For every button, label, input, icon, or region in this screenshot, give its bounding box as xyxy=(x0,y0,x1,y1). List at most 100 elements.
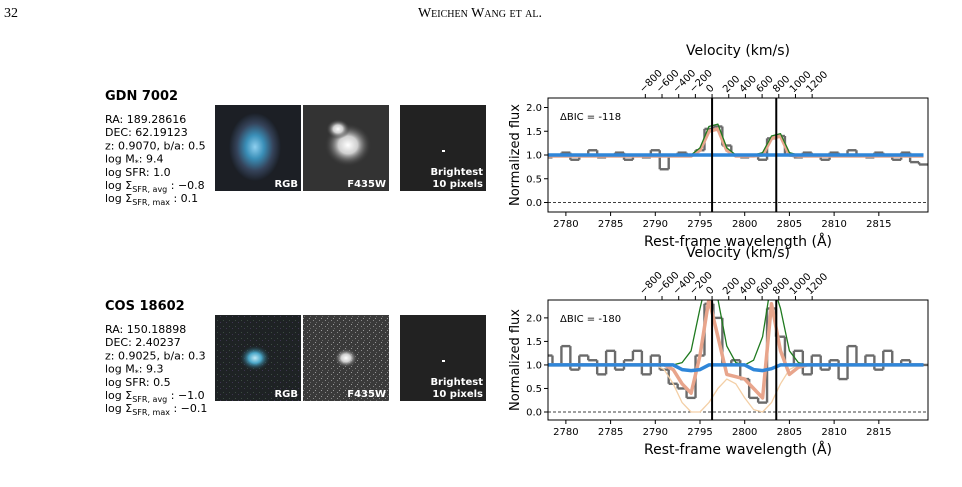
info-text: : −0.1 xyxy=(170,402,207,415)
x2-axis-label: Velocity (km/s) xyxy=(686,43,790,59)
image-label: Brightest xyxy=(430,377,483,388)
bright-pixels xyxy=(442,150,445,152)
info-text: log Σ xyxy=(105,402,132,415)
y-tick-label: 1.0 xyxy=(526,360,542,371)
model-line xyxy=(548,363,924,373)
info-line: log ΣSFR, avg : −0.8 xyxy=(105,179,205,194)
plot-area xyxy=(548,123,928,203)
y-axis-label: Normalized flux xyxy=(508,309,523,411)
x2-tick-label: 400 xyxy=(738,74,759,95)
info-subscript: * xyxy=(135,159,139,168)
model-line xyxy=(548,123,924,156)
info-line: RA: 150.18898 xyxy=(105,323,186,336)
info-line: RA: 189.28616 xyxy=(105,113,186,126)
image-label: Brightest xyxy=(430,167,483,178)
x2-axis-label: Velocity (km/s) xyxy=(686,245,790,261)
x2-tick-label: 200 xyxy=(721,276,742,297)
y-tick-label: 0.5 xyxy=(526,384,542,395)
image-label: F435W xyxy=(347,389,386,400)
x-tick-label: 2790 xyxy=(643,427,668,438)
info-line: log SFR: 1.0 xyxy=(105,166,171,179)
y-tick-label: 2.0 xyxy=(526,313,542,324)
x2-tick-label: 400 xyxy=(738,276,759,297)
x-tick-label: 2815 xyxy=(866,219,891,230)
info-line: log ΣSFR, max : 0.1 xyxy=(105,192,198,207)
plot-area xyxy=(548,300,928,413)
info-text: log Σ xyxy=(105,389,132,402)
x2-tick-label: 800 xyxy=(771,74,792,95)
info-subscript: SFR, max xyxy=(132,408,170,417)
info-line: log ΣSFR, avg : −1.0 xyxy=(105,389,205,404)
x2-tick-label: 600 xyxy=(754,276,775,297)
image-label: RGB xyxy=(274,179,298,190)
y-tick-label: 2.0 xyxy=(526,103,542,114)
image-label: RGB xyxy=(274,389,298,400)
model-line xyxy=(548,127,924,158)
info-line: log M*: 9.3 xyxy=(105,363,163,378)
x-tick-label: 2785 xyxy=(598,219,623,230)
model-line xyxy=(548,364,924,413)
y-tick-label: 1.0 xyxy=(526,151,542,162)
annotation: ΔBIC = -118 xyxy=(560,112,621,123)
annotation: ΔBIC = -180 xyxy=(560,314,621,325)
info-text: log M xyxy=(105,153,135,166)
info-line: log ΣSFR, max : −0.1 xyxy=(105,402,207,417)
axes-frame xyxy=(547,299,929,421)
x-tick-label: 2810 xyxy=(821,427,846,438)
x-tick-label: 2795 xyxy=(687,219,712,230)
x-axis-label: Rest-frame wavelength (Å) xyxy=(644,233,832,250)
info-subscript: * xyxy=(135,369,139,378)
image-label: 10 pixels xyxy=(432,389,483,400)
x-tick-label: 2790 xyxy=(643,219,668,230)
y-tick-label: 1.5 xyxy=(526,127,542,138)
info-subscript: SFR, max xyxy=(132,198,170,207)
object-name: GDN 7002 xyxy=(105,89,178,104)
info-line: DEC: 2.40237 xyxy=(105,336,181,349)
bright-pixels xyxy=(442,360,445,362)
image-brightest xyxy=(400,315,486,401)
y-tick-label: 1.5 xyxy=(526,337,542,348)
info-text: log Σ xyxy=(105,192,132,205)
x2-tick-label: 600 xyxy=(754,74,775,95)
galaxy xyxy=(326,119,350,139)
x-tick-label: 2815 xyxy=(866,427,891,438)
x2-tick-label: 0 xyxy=(704,285,716,297)
info-text: : 9.4 xyxy=(139,153,164,166)
y-tick-label: 0.0 xyxy=(526,408,542,419)
x-tick-label: 2785 xyxy=(598,427,623,438)
x-tick-label: 2780 xyxy=(553,427,578,438)
galaxy xyxy=(334,348,358,368)
page-number: 32 xyxy=(4,6,18,21)
info-subscript: SFR, avg xyxy=(132,395,167,404)
info-text: log Σ xyxy=(105,179,132,192)
info-subscript: SFR, avg xyxy=(132,185,167,194)
image-brightest xyxy=(400,105,486,191)
x-tick-label: 2800 xyxy=(732,219,757,230)
info-line: DEC: 62.19123 xyxy=(105,126,188,139)
info-text: : −0.8 xyxy=(167,179,204,192)
object-name: COS 18602 xyxy=(105,299,185,314)
running-head: Weichen Wang et al. xyxy=(418,6,542,21)
info-line: z: 0.9070, b/a: 0.5 xyxy=(105,139,206,152)
info-text: : −1.0 xyxy=(167,389,204,402)
galaxy xyxy=(239,345,271,371)
x2-tick-label: 200 xyxy=(721,74,742,95)
image-label: 10 pixels xyxy=(432,179,483,190)
x-axis-label: Rest-frame wavelength (Å) xyxy=(644,441,832,458)
x-tick-label: 2795 xyxy=(687,427,712,438)
info-text: log M xyxy=(105,363,135,376)
info-line: log M*: 9.4 xyxy=(105,153,163,168)
info-line: z: 0.9025, b/a: 0.3 xyxy=(105,349,206,362)
x-tick-label: 2810 xyxy=(821,219,846,230)
x-tick-label: 2800 xyxy=(732,427,757,438)
x-tick-label: 2805 xyxy=(777,427,802,438)
info-text: : 9.3 xyxy=(139,363,164,376)
x2-tick-label: 0 xyxy=(704,83,716,95)
info-line: log SFR: 0.5 xyxy=(105,376,171,389)
y-axis-label: Normalized flux xyxy=(508,104,523,206)
image-label: F435W xyxy=(347,179,386,190)
x-tick-label: 2780 xyxy=(553,219,578,230)
x-tick-label: 2805 xyxy=(777,219,802,230)
y-tick-label: 0.0 xyxy=(526,198,542,209)
